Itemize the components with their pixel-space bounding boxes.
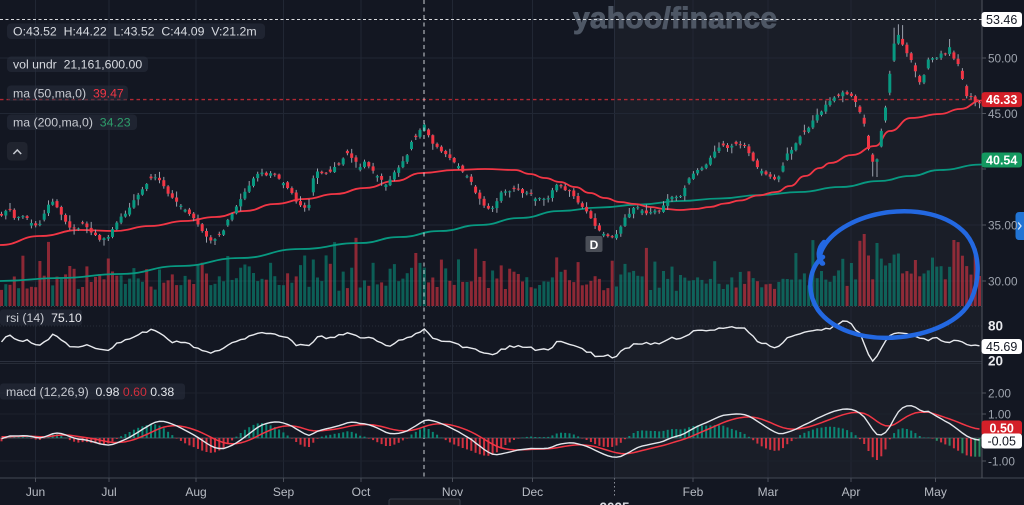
svg-text:45.69: 45.69 [986, 340, 1017, 354]
svg-text:Sep: Sep [273, 485, 295, 499]
svg-text:D: D [590, 238, 599, 252]
svg-text:Apr: Apr [842, 485, 861, 499]
svg-text:May: May [924, 485, 947, 499]
svg-text:ma (50,ma,0) 39.47: ma (50,ma,0) 39.47 [13, 87, 124, 101]
svg-text:ma (200,ma,0) 34.23: ma (200,ma,0) 34.23 [13, 116, 131, 130]
svg-text:30.00: 30.00 [988, 274, 1018, 288]
svg-text:35.00: 35.00 [988, 218, 1018, 232]
svg-text:40.54: 40.54 [986, 153, 1017, 167]
svg-text:-0.05: -0.05 [987, 434, 1016, 448]
svg-text:Jul: Jul [101, 485, 116, 499]
svg-text:O:43.52 H:44.22 L:43.52 C:4: O:43.52 H:44.22 L:43.52 C:44.09 V:21.2m [13, 25, 257, 39]
svg-text:macd (12,26,9) 0.98 0.60 0.38: macd (12,26,9) 0.98 0.60 0.38 [6, 385, 174, 399]
svg-text:50.00: 50.00 [988, 51, 1018, 65]
svg-text:Aug: Aug [185, 485, 206, 499]
svg-text:80: 80 [988, 318, 1003, 333]
svg-text:1.00: 1.00 [988, 407, 1011, 421]
svg-text:-1.00: -1.00 [988, 454, 1015, 468]
svg-text:Oct: Oct [352, 485, 371, 499]
svg-text:vol undr 21,161,600.00: vol undr 21,161,600.00 [13, 58, 142, 72]
svg-text:Nov: Nov [442, 485, 463, 499]
svg-text:20: 20 [988, 353, 1003, 368]
svg-text:2025: 2025 [599, 500, 630, 505]
svg-text:Dec: Dec [522, 485, 543, 499]
svg-text:yahoo/finance: yahoo/finance [573, 2, 777, 35]
svg-text:Mar: Mar [758, 485, 779, 499]
svg-text:Jun: Jun [26, 485, 45, 499]
svg-text:46.33: 46.33 [986, 93, 1017, 107]
svg-text:0.50: 0.50 [990, 421, 1014, 435]
svg-text:rsi (14) 75.10: rsi (14) 75.10 [6, 311, 82, 325]
svg-text:45.00: 45.00 [988, 107, 1018, 121]
svg-text:Feb: Feb [683, 485, 704, 499]
svg-text:53.46: 53.46 [986, 13, 1017, 27]
svg-text:2.00: 2.00 [988, 386, 1011, 400]
